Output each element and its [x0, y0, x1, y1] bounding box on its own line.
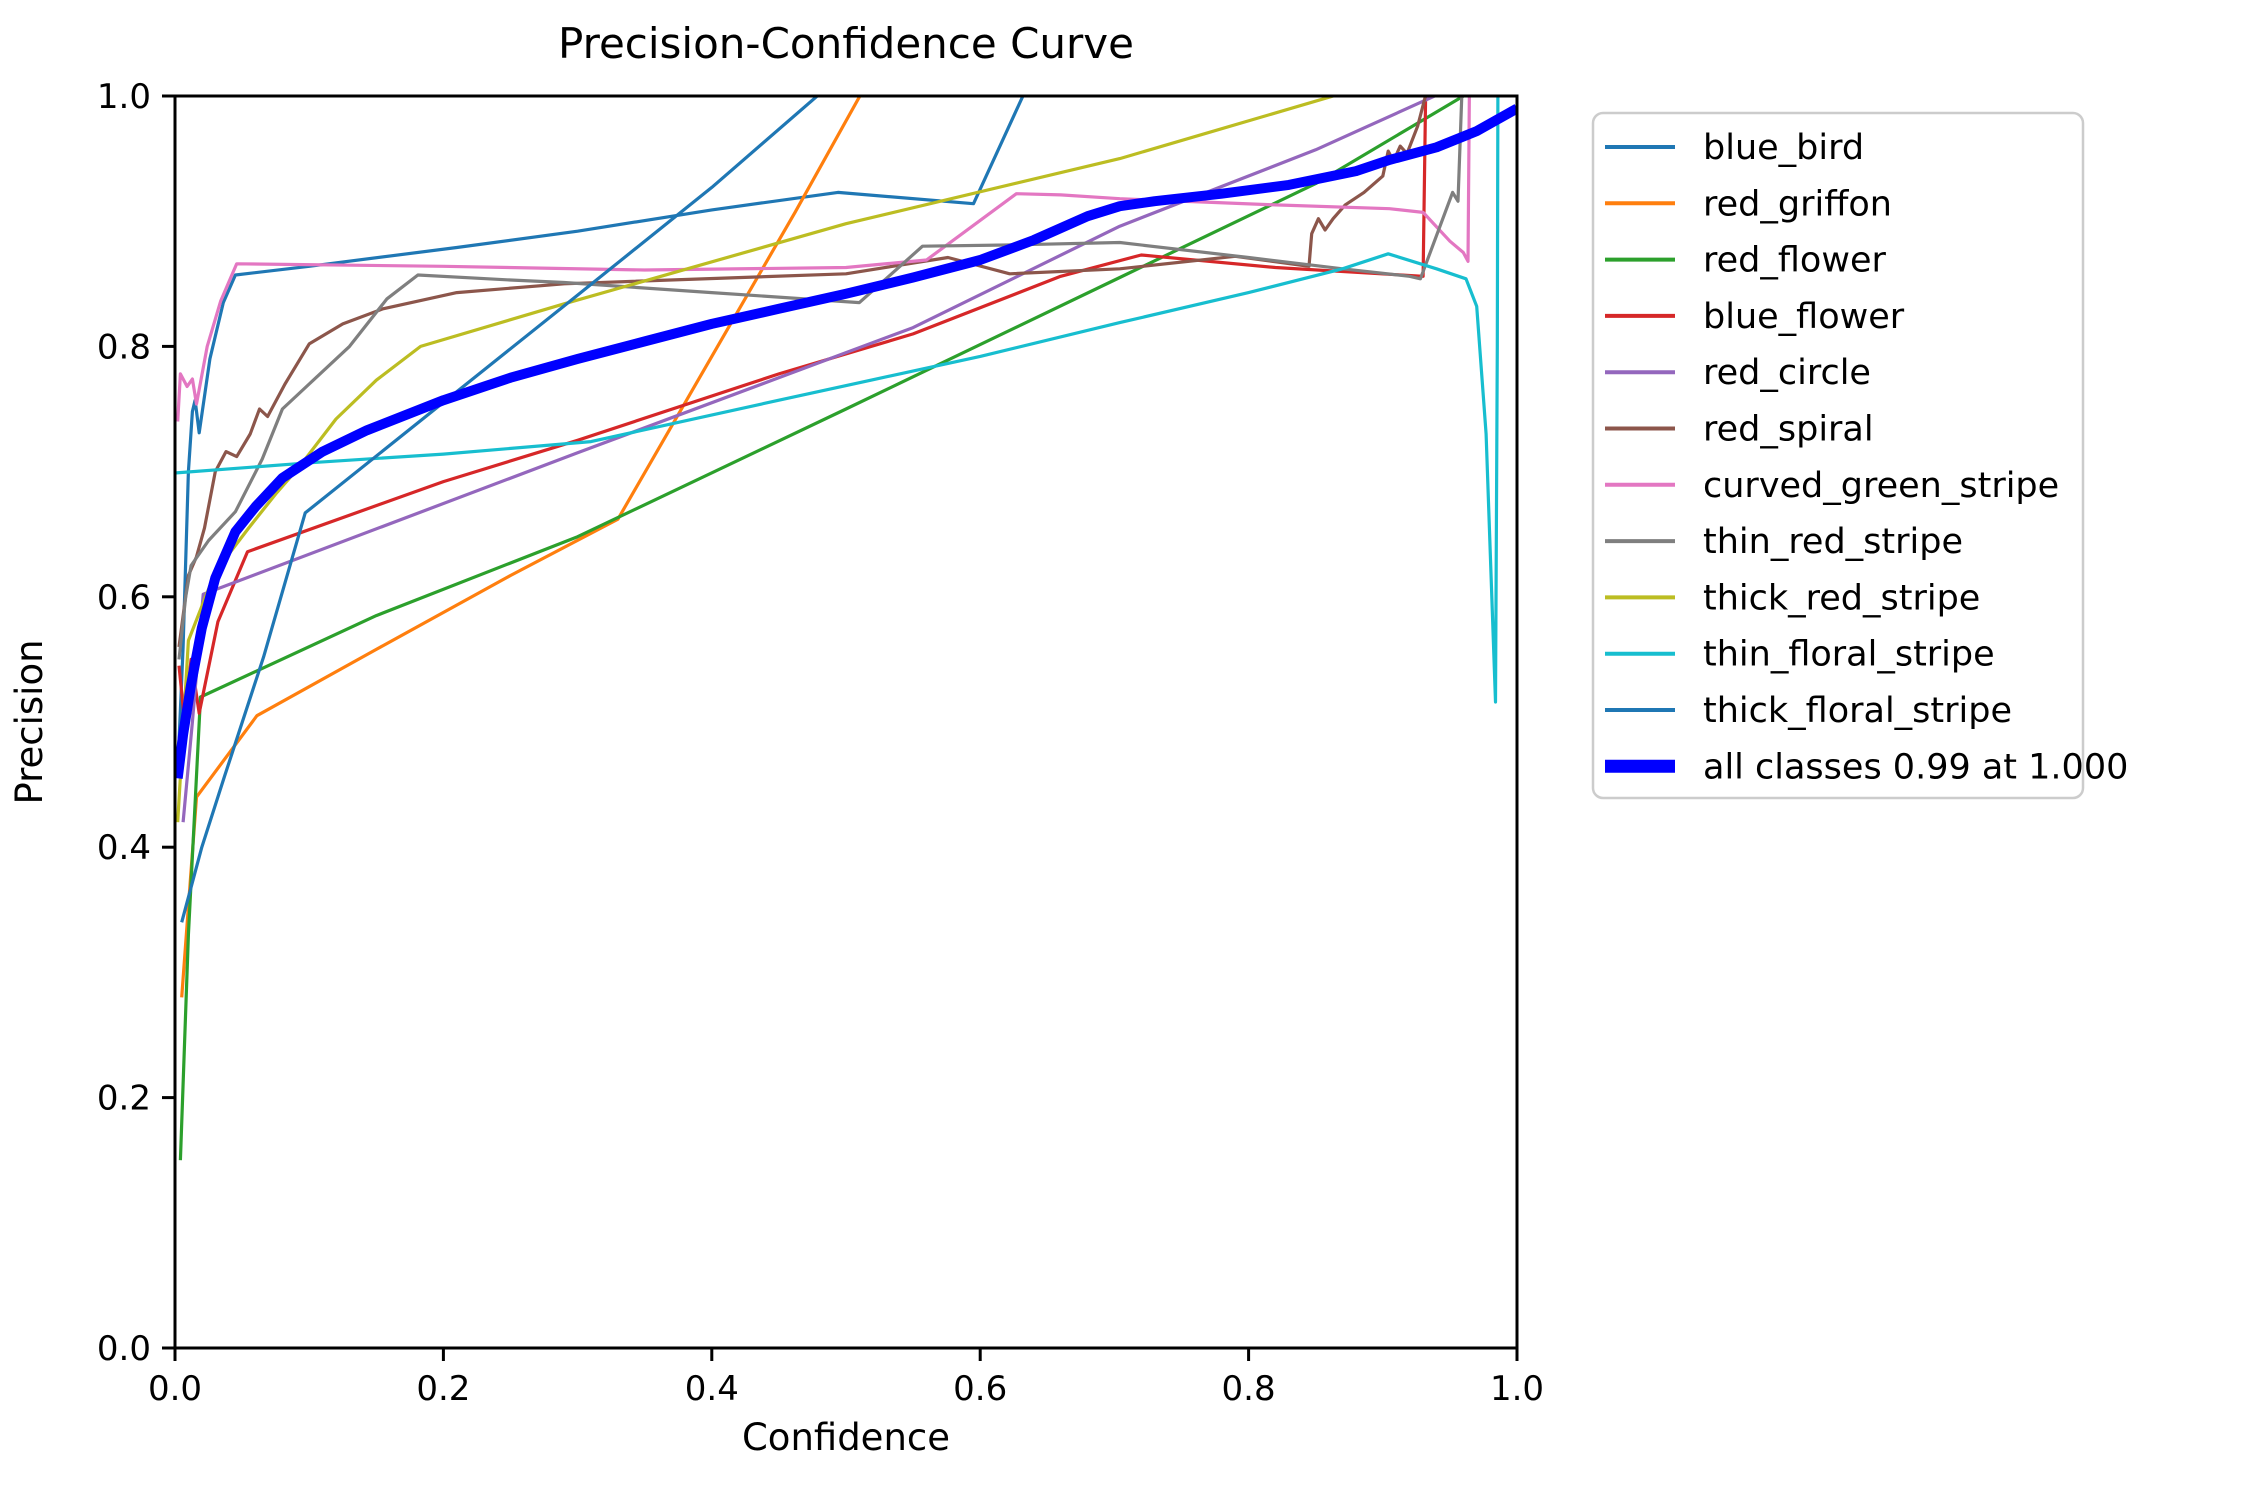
- y-tick-label: 0.6: [97, 578, 151, 618]
- legend-item-thick-red-stripe: thick_red_stripe: [1605, 578, 1980, 618]
- legend-label: red_spiral: [1703, 410, 1874, 450]
- x-tick-label: 0.6: [953, 1369, 1007, 1409]
- legend-label: red_circle: [1703, 353, 1871, 393]
- series-line-thin-red-stripe: [177, 96, 1464, 660]
- legend-label: thick_floral_stripe: [1703, 691, 2012, 731]
- y-tick-label: 0.8: [97, 327, 151, 367]
- series-line-red-circle: [181, 96, 1439, 823]
- series-line-thick-floral-stripe: [180, 96, 820, 923]
- series-line-thin-floral-stripe: [176, 96, 1500, 704]
- legend-label: red_flower: [1703, 241, 1886, 281]
- x-tick-label: 1.0: [1490, 1369, 1544, 1409]
- legend-label: thin_red_stripe: [1703, 522, 1963, 562]
- series-line-all-classes-0-99-at-1-000: [175, 104, 1517, 779]
- x-tick-label: 0.4: [685, 1369, 739, 1409]
- y-tick-label: 0.0: [97, 1329, 151, 1369]
- x-tick-label: 0.0: [148, 1369, 202, 1409]
- series-line-red-flower: [178, 96, 1467, 1161]
- legend-item-all-classes-0-99-at-1-000: all classes 0.99 at 1.000: [1605, 747, 2128, 787]
- series-line-blue-bird: [176, 96, 1025, 773]
- curves-layer: [175, 96, 1517, 1161]
- legend-item-thin-floral-stripe: thin_floral_stripe: [1605, 635, 1995, 675]
- y-tick-label: 0.2: [97, 1079, 151, 1119]
- series-line-curved-green-stripe: [176, 96, 1471, 422]
- series-line-red-griffon: [180, 96, 862, 998]
- legend-label: red_griffon: [1703, 184, 1892, 224]
- x-axis-ticks: 0.0 0.2 0.4 0.6 0.8 1.0: [148, 1348, 1544, 1409]
- series-line-red-spiral: [177, 96, 1428, 648]
- legend-label: curved_green_stripe: [1703, 466, 2059, 506]
- y-axis-label: Precision: [8, 639, 51, 804]
- legend-box: [1591, 111, 2085, 800]
- y-axis-ticks: 0.0 0.2 0.4 0.6 0.8 1.0: [97, 77, 175, 1369]
- legend-item-curved-green-stripe: curved_green_stripe: [1605, 466, 2059, 506]
- plot-area: [175, 96, 1517, 1348]
- y-tick-label: 1.0: [97, 77, 151, 117]
- legend-item-red-circle: red_circle: [1605, 353, 1871, 393]
- x-tick-label: 0.8: [1222, 1369, 1276, 1409]
- legend-item-blue-bird: blue_bird: [1605, 128, 1864, 168]
- legend-item-red-griffon: red_griffon: [1605, 184, 1892, 224]
- legend: blue_bird red_griffon red_flower blue_flowe…: [1591, 111, 2128, 800]
- x-tick-label: 0.2: [416, 1369, 470, 1409]
- legend-item-blue-flower: blue_flower: [1605, 297, 1905, 337]
- legend-label: all classes 0.99 at 1.000: [1703, 747, 2128, 787]
- chart-title: Precision-Confidence Curve: [558, 19, 1134, 68]
- legend-item-red-spiral: red_spiral: [1605, 410, 1874, 450]
- legend-item-thick-floral-stripe: thick_floral_stripe: [1605, 691, 2012, 731]
- legend-label: blue_flower: [1703, 297, 1905, 337]
- legend-label: thick_red_stripe: [1703, 578, 1980, 618]
- legend-label: blue_bird: [1703, 128, 1864, 168]
- y-tick-label: 0.4: [97, 828, 151, 868]
- axes-frame: [173, 94, 1519, 1350]
- x-axis-label: Confidence: [742, 1416, 950, 1459]
- legend-label: thin_floral_stripe: [1703, 635, 1995, 675]
- legend-item-red-flower: red_flower: [1605, 241, 1886, 281]
- legend-item-thin-red-stripe: thin_red_stripe: [1605, 522, 1963, 562]
